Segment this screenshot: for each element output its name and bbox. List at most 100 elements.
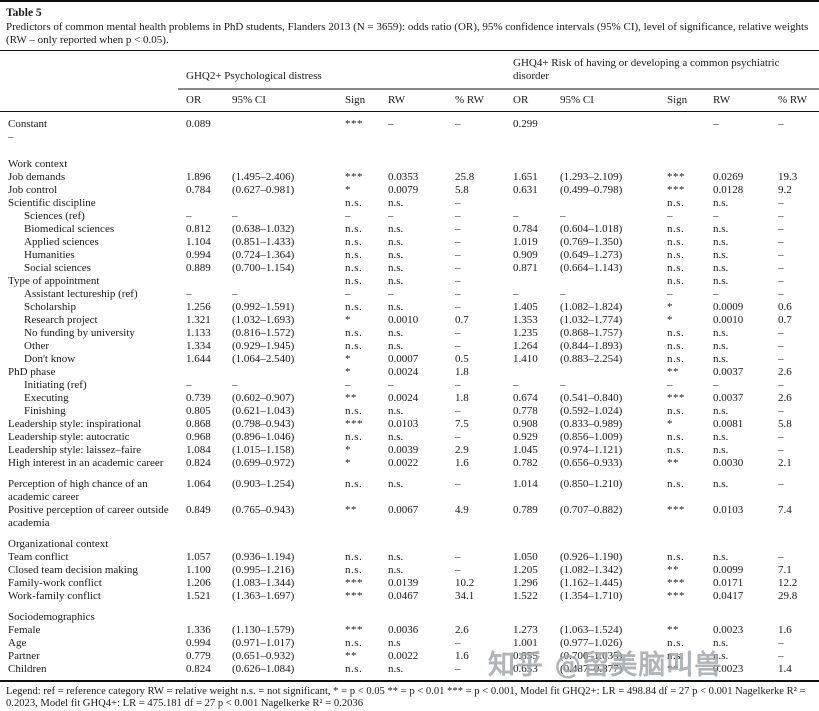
cell-ghq4-rw: n.s. [713, 235, 729, 248]
table-body: Constant 0.089 *** – –0.299– – – Work context Jo… [0, 112, 819, 676]
cell-ghq2-or: – [186, 287, 192, 300]
cell-ghq4-sign: n.s. [667, 274, 685, 287]
spacer-row [0, 603, 819, 611]
cell-ghq2-pct-rw: – [455, 209, 461, 222]
row-label: Scholarship [24, 300, 76, 313]
cell-ghq2-rw: – [388, 287, 394, 300]
table-row: Executing 0.739 (0.602–0.907) ** 0.0024 1.8 0.… [0, 392, 819, 405]
cell-ghq4-ci: (1.082–1.342) [560, 563, 623, 576]
cell-ghq2-sign: n.s. [345, 662, 363, 675]
row-label: Executing [24, 391, 69, 404]
cell-ghq2-or: 1.064 [186, 477, 211, 490]
cell-ghq4-pct-rw: – [778, 287, 784, 300]
cell-ghq4-sign: ** [667, 365, 679, 378]
cell-ghq4-ci: (0.604–1.018) [560, 222, 623, 235]
cell-ghq4-rw: 0.0037 [713, 365, 744, 378]
group-header-ghq2-label: GHQ2+ Psychological distress [186, 69, 322, 82]
cell-ghq2-pct-rw: – [455, 430, 461, 443]
cell-ghq2-sign: *** [345, 576, 363, 589]
table-row: Age 0.994 (0.971–1.017) n.s. n.s – 1.001 (0.977… [0, 637, 819, 650]
row-label: Work-family conflict [8, 589, 101, 602]
row-label: Positive perception of career outside ac… [8, 503, 169, 529]
section-row: Organizational context [0, 538, 819, 551]
section-row: Work context [0, 158, 819, 171]
cell-ghq2-rw: 0.0353 [388, 170, 419, 183]
cell-ghq2-ci: (0.621–1.043) [232, 404, 295, 417]
cell-ghq4-ci: (0.883–2.254) [560, 352, 623, 365]
cell-ghq2-pct-rw: 4.9 [455, 503, 469, 516]
cell-ghq4-rw: – [713, 378, 719, 391]
cell-ghq2-or: 1.644 [186, 352, 211, 365]
cell-ghq4-ci: – [560, 287, 566, 300]
cell-ghq4-or: 1.045 [513, 443, 538, 456]
cell-ghq4-sign: – [667, 378, 673, 391]
column-header-ghq2-or: OR [186, 93, 202, 106]
table-row: Positive perception of career outside ac… [0, 504, 819, 530]
cell-ghq4-rw: n.s. [713, 339, 729, 352]
column-header-ghq4-rw: RW [713, 93, 731, 106]
table-row: Type of appointment n.s. n.s. – n.s. n.s. – [0, 275, 819, 288]
row-label: Closed team decision making [8, 563, 138, 576]
cell-ghq2-sign: n.s. [345, 235, 363, 248]
cell-ghq2-pct-rw: – [455, 235, 461, 248]
cell-ghq4-ci: – [560, 378, 566, 391]
cell-ghq4-ci: (0.833–0.989) [560, 417, 623, 430]
cell-ghq4-pct-rw: – [778, 477, 784, 490]
cell-ghq4-sign: * [667, 417, 673, 430]
cell-ghq4-rw: 0.0417 [713, 589, 744, 602]
cell-ghq2-pct-rw: 7.5 [455, 417, 469, 430]
cell-ghq4-pct-rw: – [778, 378, 784, 391]
cell-ghq4-sign: n.s. [667, 649, 685, 662]
cell-ghq2-pct-rw: – [455, 274, 461, 287]
cell-ghq2-sign: n.s. [345, 248, 363, 261]
cell-ghq4-pct-rw: – [778, 117, 784, 130]
cell-ghq2-ci: (0.602–0.907) [232, 391, 295, 404]
group-header-ghq4: GHQ4+ Risk of having or developing a com… [505, 55, 819, 90]
cell-ghq4-sign: * [667, 313, 673, 326]
table-caption: Predictors of common mental health probl… [6, 21, 809, 46]
cell-ghq4-or: 0.908 [513, 417, 538, 430]
cell-ghq4-ci: (0.499–0.798) [560, 183, 623, 196]
spacer-row [0, 144, 819, 158]
cell-ghq2-ci: – [232, 209, 238, 222]
cell-ghq2-or: 0.994 [186, 248, 211, 261]
cell-ghq2-or: 0.868 [186, 417, 211, 430]
cell-ghq2-pct-rw: – [455, 378, 461, 391]
cell-ghq2-or: 0.849 [186, 503, 211, 516]
table-row: Closed team decision making 1.100 (0.995–1… [0, 564, 819, 577]
cell-ghq2-ci: – [232, 378, 238, 391]
cell-ghq4-or: 1.205 [513, 563, 538, 576]
cell-ghq4-sign: ** [667, 563, 679, 576]
table-row: Research project 1.321 (1.032–1.693) * 0.001… [0, 314, 819, 327]
cell-ghq2-pct-rw: – [455, 550, 461, 563]
cell-ghq4-or: 0.299 [513, 117, 538, 130]
cell-ghq4-rw: n.s. [713, 352, 729, 365]
cell-ghq2-sign: n.s. [345, 261, 363, 274]
cell-ghq4-ci: (1.032–1.774) [560, 313, 623, 326]
cell-ghq4-ci: (1.354–1.710) [560, 589, 623, 602]
table-row: Partner 0.779 (0.651–0.932) ** 0.0022 1.6 0.85… [0, 650, 819, 663]
cell-ghq2-sign: n.s. [345, 300, 363, 313]
column-header-ghq2-ci: 95% CI [232, 93, 266, 106]
cell-ghq4-pct-rw: 5.8 [778, 417, 792, 430]
cell-ghq2-ci: (1.495–2.406) [232, 170, 295, 183]
cell-ghq2-ci: – [232, 287, 238, 300]
cell-ghq4-rw: – [713, 287, 719, 300]
table-row: PhD phase * 0.0024 1.8 ** 0.0037 2.6 [0, 366, 819, 379]
cell-ghq4-or: 1.405 [513, 300, 538, 313]
cell-ghq2-ci: (0.638–1.032) [232, 222, 295, 235]
cell-ghq2-sign: *** [345, 589, 363, 602]
cell-ghq4-or: 0.784 [513, 222, 538, 235]
row-label: Other [24, 339, 50, 352]
spacer-row [0, 530, 819, 538]
cell-ghq4-ci: (0.850–1.210) [560, 477, 623, 490]
cell-ghq2-ci: (0.798–0.943) [232, 417, 295, 430]
table-row: No funding by university 1.133 (0.816–1.57… [0, 327, 819, 340]
cell-ghq2-sign: n.s. [345, 339, 363, 352]
cell-ghq4-sign: ** [667, 456, 679, 469]
cell-ghq4-rw: n.s. [713, 222, 729, 235]
cell-ghq4-or: 1.050 [513, 550, 538, 563]
row-label: PhD phase [8, 365, 56, 378]
cell-ghq2-sign: *** [345, 417, 363, 430]
cell-ghq4-rw: 0.0023 [713, 662, 744, 675]
